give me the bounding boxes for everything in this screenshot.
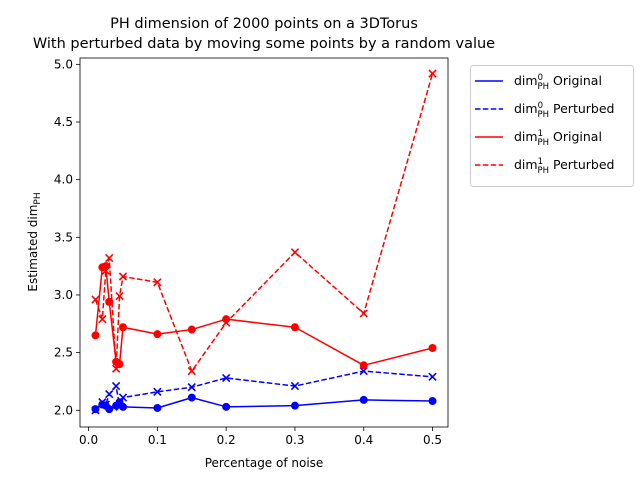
legend-label-1: dim0 PH Perturbed bbox=[514, 101, 614, 120]
y-axis-label-sub: PH bbox=[33, 192, 43, 204]
y-axis-label-main: Estimated dim bbox=[26, 205, 40, 292]
series-line-3 bbox=[94, 73, 434, 372]
x-tick-label-1: 0.1 bbox=[148, 433, 167, 447]
legend: dim0 PH Original dim0 PH Perturbed dim1 PH Or… bbox=[470, 65, 634, 187]
x-tick-label-4: 0.4 bbox=[354, 433, 373, 447]
plot-area bbox=[79, 57, 449, 428]
data-point-3-12 bbox=[428, 69, 437, 78]
data-point-2-10 bbox=[290, 323, 299, 332]
y-tick-label-0: 2.0 bbox=[54, 403, 73, 417]
y-axis-label: Estimated dimPH bbox=[26, 192, 43, 291]
data-point-3-2 bbox=[101, 266, 110, 275]
x-tick-label-5: 0.5 bbox=[423, 433, 442, 447]
series-line-1 bbox=[94, 370, 433, 411]
y-tick-label-1: 2.5 bbox=[54, 346, 73, 360]
data-point-2-12 bbox=[428, 344, 437, 353]
legend-label-2: dim1 PH Original bbox=[514, 129, 602, 148]
data-point-3-6 bbox=[118, 272, 128, 281]
data-point-0-9 bbox=[222, 402, 231, 411]
data-point-3-7 bbox=[153, 278, 162, 287]
data-point-1-2 bbox=[101, 400, 110, 409]
series-line-0 bbox=[95, 396, 433, 410]
y-tick-label-5: 4.5 bbox=[54, 115, 73, 129]
y-tick-label-3: 3.5 bbox=[54, 230, 73, 244]
data-point-0-12 bbox=[428, 397, 437, 406]
data-point-1-8 bbox=[187, 383, 196, 392]
data-point-1-5 bbox=[115, 402, 124, 411]
chart-title: PH dimension of 2000 points on a 3DTorus bbox=[110, 16, 418, 32]
x-axis-label: Percentage of noise bbox=[205, 456, 324, 470]
data-point-1-0 bbox=[91, 406, 100, 415]
data-point-1-7 bbox=[153, 387, 162, 396]
x-tick-label-3: 0.3 bbox=[285, 433, 304, 447]
data-point-1-6 bbox=[118, 393, 128, 402]
data-point-3-1 bbox=[98, 315, 107, 324]
data-point-1-10 bbox=[290, 381, 300, 391]
data-point-1-3 bbox=[105, 389, 114, 399]
data-point-3-11 bbox=[359, 309, 368, 318]
data-point-0-3 bbox=[105, 405, 114, 414]
data-point-2-3 bbox=[105, 297, 114, 306]
data-point-1-4 bbox=[111, 381, 121, 391]
data-point-2-8 bbox=[187, 325, 196, 334]
data-point-1-11 bbox=[359, 366, 368, 376]
y-tick-label-4: 4.0 bbox=[54, 173, 73, 187]
chart-subtitle: With perturbed data by moving some point… bbox=[33, 36, 495, 52]
data-point-2-7 bbox=[153, 330, 162, 339]
data-point-2-11 bbox=[359, 361, 368, 370]
y-tick-label-6: 5.0 bbox=[54, 57, 73, 71]
x-tick-label-0: 0.0 bbox=[79, 433, 98, 447]
data-point-1-9 bbox=[222, 373, 231, 383]
legend-label-0: dim0 PH Original bbox=[514, 73, 602, 92]
data-point-3-8 bbox=[187, 366, 196, 376]
y-tick-label-2: 3.0 bbox=[54, 288, 73, 302]
data-point-2-0 bbox=[91, 331, 100, 340]
data-point-3-3 bbox=[105, 253, 114, 263]
x-tick-label-2: 0.2 bbox=[217, 433, 236, 447]
data-point-3-5 bbox=[115, 291, 124, 301]
plot-frame bbox=[79, 57, 449, 428]
data-point-0-8 bbox=[187, 393, 196, 402]
data-point-0-7 bbox=[153, 403, 162, 412]
data-point-1-12 bbox=[428, 372, 437, 382]
legend-box bbox=[470, 65, 634, 187]
data-point-0-10 bbox=[290, 401, 299, 410]
data-point-2-5 bbox=[115, 360, 124, 369]
data-point-3-10 bbox=[290, 248, 300, 257]
legend-label-3: dim1 PH Perturbed bbox=[514, 157, 614, 176]
data-point-3-4 bbox=[111, 364, 121, 373]
data-point-3-0 bbox=[91, 295, 100, 304]
data-point-3-9 bbox=[222, 318, 231, 327]
data-point-0-11 bbox=[359, 395, 368, 404]
x-axis: 0.0 0.1 0.2 0.3 0.4 0.5 bbox=[79, 427, 442, 447]
y-axis: 2.0 2.5 3.0 3.5 4.0 4.5 5.0 bbox=[54, 57, 80, 417]
data-point-2-6 bbox=[118, 323, 127, 332]
